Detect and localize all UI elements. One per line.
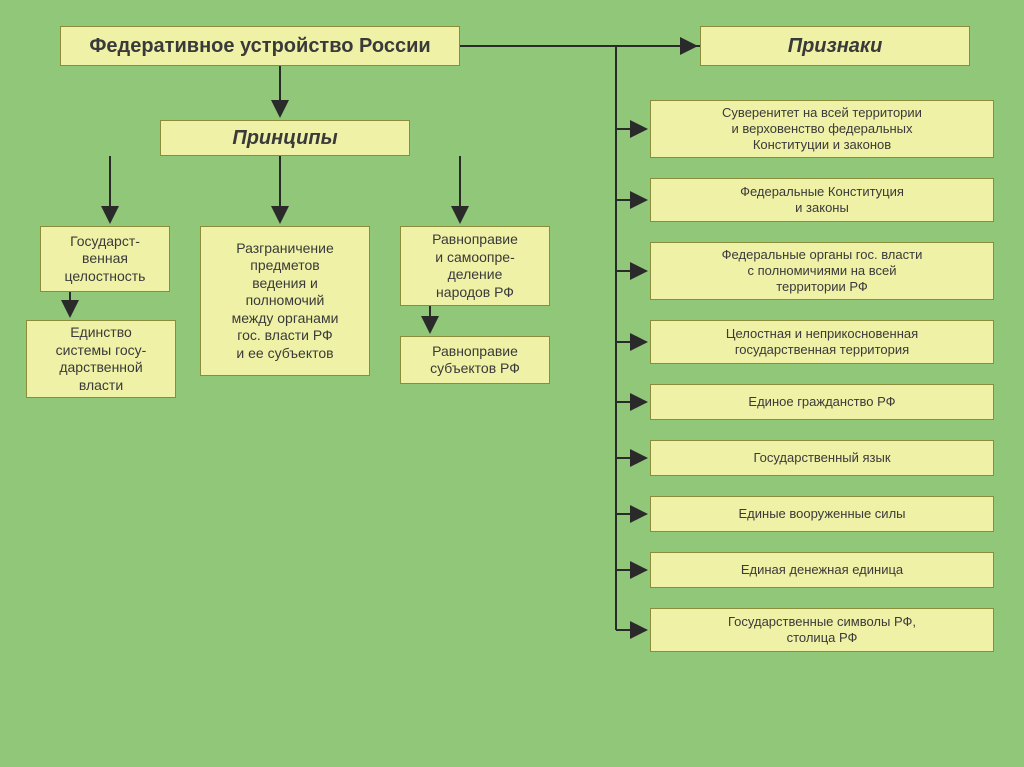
- principle-0-label: Государст-веннаяцелостность: [47, 233, 163, 286]
- sign-8-label: Государственные символы РФ,столица РФ: [657, 614, 987, 647]
- sign-1-label: Федеральные Конституцияи законы: [657, 184, 987, 217]
- principle-1-label: Единствосистемы госу-дарственнойвласти: [33, 324, 169, 394]
- principles-header-label: Принципы: [167, 126, 403, 151]
- principle-3-label: Равноправиеи самоопре-делениенародов РФ: [407, 231, 543, 301]
- title-box-label: Федеративное устройство России: [67, 34, 453, 59]
- sign-2: Федеральные органы гос. властис полномич…: [650, 242, 994, 300]
- signs-header: Признаки: [700, 26, 970, 66]
- sign-7: Единая денежная единица: [650, 552, 994, 588]
- sign-5-label: Государственный язык: [657, 450, 987, 466]
- principle-3: Равноправиеи самоопре-делениенародов РФ: [400, 226, 550, 306]
- principles-header: Принципы: [160, 120, 410, 156]
- sign-4: Единое гражданство РФ: [650, 384, 994, 420]
- principle-4-label: Равноправиесубъектов РФ: [407, 343, 543, 378]
- sign-6-label: Единые вооруженные силы: [657, 506, 987, 522]
- diagram-canvas: Федеративное устройство России Признаки Пр…: [0, 0, 1024, 767]
- sign-5: Государственный язык: [650, 440, 994, 476]
- sign-4-label: Единое гражданство РФ: [657, 394, 987, 410]
- principle-2: Разграничениепредметовведения иполномочи…: [200, 226, 370, 376]
- sign-3: Целостная и неприкосновеннаягосударствен…: [650, 320, 994, 364]
- sign-7-label: Единая денежная единица: [657, 562, 987, 578]
- sign-2-label: Федеральные органы гос. властис полномич…: [657, 247, 987, 296]
- sign-0: Суверенитет на всей территориии верховен…: [650, 100, 994, 158]
- principle-2-label: Разграничениепредметовведения иполномочи…: [207, 240, 363, 363]
- principle-4: Равноправиесубъектов РФ: [400, 336, 550, 384]
- sign-3-label: Целостная и неприкосновеннаягосударствен…: [657, 326, 987, 359]
- sign-8: Государственные символы РФ,столица РФ: [650, 608, 994, 652]
- principle-1: Единствосистемы госу-дарственнойвласти: [26, 320, 176, 398]
- principle-0: Государст-веннаяцелостность: [40, 226, 170, 292]
- sign-6: Единые вооруженные силы: [650, 496, 994, 532]
- signs-header-label: Признаки: [707, 34, 963, 59]
- title-box: Федеративное устройство России: [60, 26, 460, 66]
- sign-1: Федеральные Конституцияи законы: [650, 178, 994, 222]
- sign-0-label: Суверенитет на всей территориии верховен…: [657, 105, 987, 154]
